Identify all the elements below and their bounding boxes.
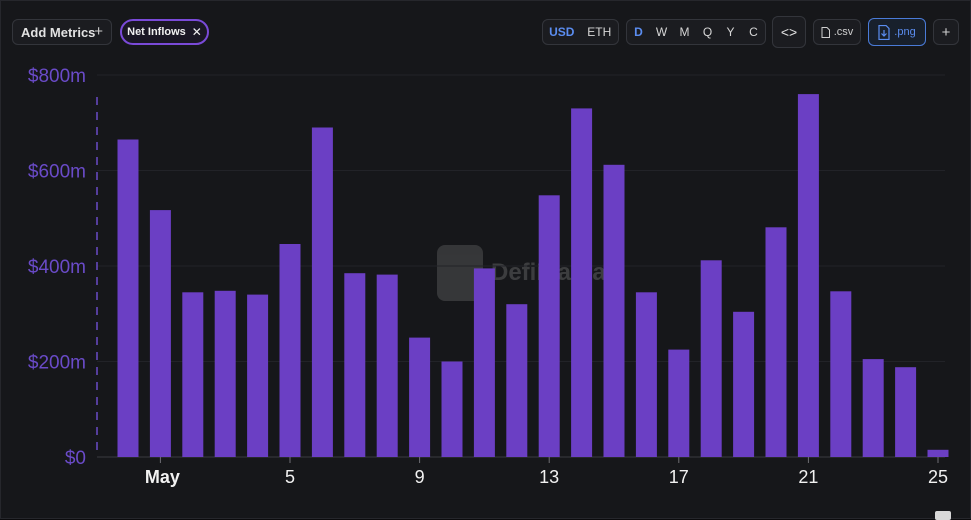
add-metrics-label: Add Metrics [21, 24, 96, 40]
bar-5 [279, 244, 301, 457]
bar-17 [668, 349, 690, 457]
bar-15 [603, 164, 625, 458]
period-option-quarter[interactable]: Q [702, 25, 713, 39]
bar-4 [247, 294, 269, 457]
plus-icon: + [94, 23, 103, 40]
bar-13 [538, 195, 560, 458]
file-download-icon [878, 24, 890, 40]
currency-option-usd[interactable]: USD [549, 25, 575, 39]
bar-18 [700, 260, 722, 457]
png-label: .png [894, 26, 916, 38]
period-option-week[interactable]: W [655, 25, 668, 39]
y-tick-label-0: $0 [65, 448, 86, 469]
x-tick-label-0: May [145, 467, 180, 487]
period-option-month[interactable]: M [679, 25, 690, 39]
metric-chip-label: Net Inflows [127, 26, 186, 38]
bar-20 [765, 227, 787, 457]
add-chart-button[interactable]: + [933, 19, 959, 45]
code-embed-icon: <> [780, 24, 798, 40]
period-option-day[interactable]: D [634, 25, 643, 39]
period-option-year[interactable]: Y [726, 25, 735, 39]
close-icon[interactable]: ✕ [191, 25, 202, 39]
bar-1 [149, 210, 171, 457]
bar-14 [571, 108, 593, 458]
y-tick-label-1: $200m [28, 353, 86, 374]
add-metrics-button[interactable]: Add Metrics + [12, 19, 112, 45]
resize-handle[interactable] [935, 511, 951, 520]
csv-label: .csv [833, 26, 854, 38]
x-tick-label-2: 9 [415, 467, 425, 487]
bar-3 [214, 290, 236, 457]
y-tick-label-3: $600m [28, 162, 86, 183]
bar-12 [506, 304, 528, 457]
bar-25 [927, 449, 949, 457]
bar-11 [473, 268, 495, 457]
y-tick-label-4: $800m [28, 66, 86, 87]
x-tick-label-6: 25 [928, 467, 948, 487]
bar-16 [635, 292, 657, 457]
bar-6 [311, 127, 333, 457]
x-tick-label-4: 17 [669, 467, 689, 487]
currency-option-eth[interactable]: ETH [587, 25, 612, 39]
bar-9 [409, 337, 431, 457]
metric-chip-net-inflows[interactable]: Net Inflows ✕ [120, 19, 209, 45]
bar-10 [441, 361, 463, 457]
x-tick-label-5: 21 [798, 467, 818, 487]
download-png-button[interactable]: .png [868, 18, 926, 46]
bar-24 [895, 367, 917, 457]
chart-toolbar: Add Metrics + Net Inflows ✕ USD ETH D W … [1, 1, 971, 61]
bar-8 [376, 274, 398, 457]
file-icon [821, 26, 830, 38]
download-csv-button[interactable]: .csv [813, 19, 861, 45]
y-tick-label-2: $400m [28, 257, 86, 278]
bar-21 [797, 94, 819, 457]
period-option-cumulative[interactable]: C [749, 25, 758, 39]
embed-button[interactable]: <> [772, 16, 806, 48]
x-tick-label-3: 13 [539, 467, 559, 487]
plus-icon: + [941, 23, 951, 41]
currency-toggle: USD ETH [542, 19, 619, 45]
bar-30 [117, 139, 139, 457]
bar-23 [862, 359, 884, 457]
bar-2 [182, 292, 204, 457]
bar-19 [733, 311, 755, 457]
bar-22 [830, 291, 852, 457]
x-tick-label-1: 5 [285, 467, 295, 487]
period-toggle: D W M Q Y C [626, 19, 766, 45]
bar-7 [344, 273, 366, 457]
